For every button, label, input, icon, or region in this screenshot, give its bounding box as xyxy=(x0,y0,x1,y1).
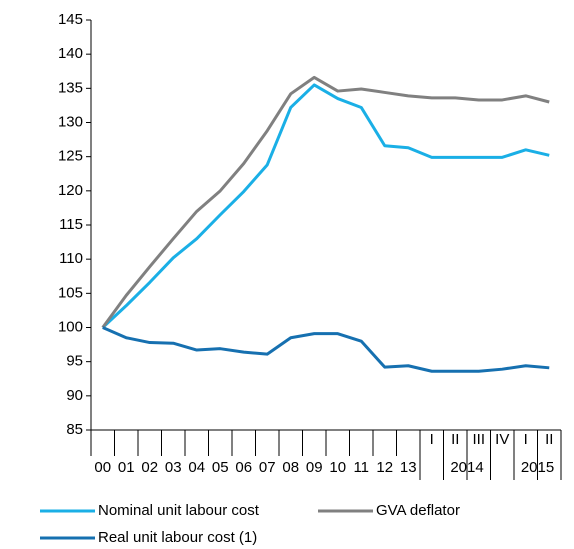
y-tick-label: 115 xyxy=(59,216,83,233)
x-tick-label: 02 xyxy=(141,459,158,476)
x-tick-label: 01 xyxy=(118,459,135,476)
series-line xyxy=(102,326,550,373)
x-tick-label: I xyxy=(524,431,528,448)
y-tick-label: 110 xyxy=(59,250,83,267)
legend-label: Real unit labour cost (1) xyxy=(98,529,257,546)
y-tick-label: 85 xyxy=(66,421,83,438)
x-group-label: 2014 xyxy=(450,459,483,476)
y-tick-label: 100 xyxy=(58,318,83,335)
x-tick-label: 11 xyxy=(353,459,369,476)
x-group-label: 2015 xyxy=(521,459,554,476)
y-tick-label: 130 xyxy=(58,113,83,130)
x-tick-label: 07 xyxy=(259,459,276,476)
y-tick-label: 125 xyxy=(58,148,83,165)
x-tick-label: 09 xyxy=(306,459,323,476)
x-tick-label: 00 xyxy=(94,459,111,476)
y-tick-label: 90 xyxy=(66,387,83,404)
x-tick-label: 10 xyxy=(329,459,346,476)
x-tick-label: 08 xyxy=(282,459,299,476)
x-tick-label: 04 xyxy=(188,459,205,476)
x-tick-label: IV xyxy=(495,431,509,448)
x-tick-label: 12 xyxy=(376,459,393,476)
series-line xyxy=(101,83,550,329)
series-line xyxy=(101,75,550,329)
y-tick-label: 95 xyxy=(66,353,83,370)
y-tick-label: 105 xyxy=(58,284,83,301)
legend-label: Nominal unit labour cost xyxy=(98,502,260,519)
x-tick-label: II xyxy=(545,431,553,448)
x-tick-label: 05 xyxy=(212,459,229,476)
y-tick-label: 120 xyxy=(58,182,83,199)
x-tick-label: 03 xyxy=(165,459,182,476)
y-tick-label: 140 xyxy=(58,45,83,62)
y-tick-label: 145 xyxy=(58,11,83,28)
legend-label: GVA deflator xyxy=(376,502,460,519)
x-tick-label: 06 xyxy=(235,459,252,476)
x-tick-label: I xyxy=(430,431,434,448)
x-tick-label: 13 xyxy=(400,459,417,476)
x-tick-label: II xyxy=(451,431,459,448)
x-tick-label: III xyxy=(472,431,485,448)
y-tick-label: 135 xyxy=(58,79,83,96)
